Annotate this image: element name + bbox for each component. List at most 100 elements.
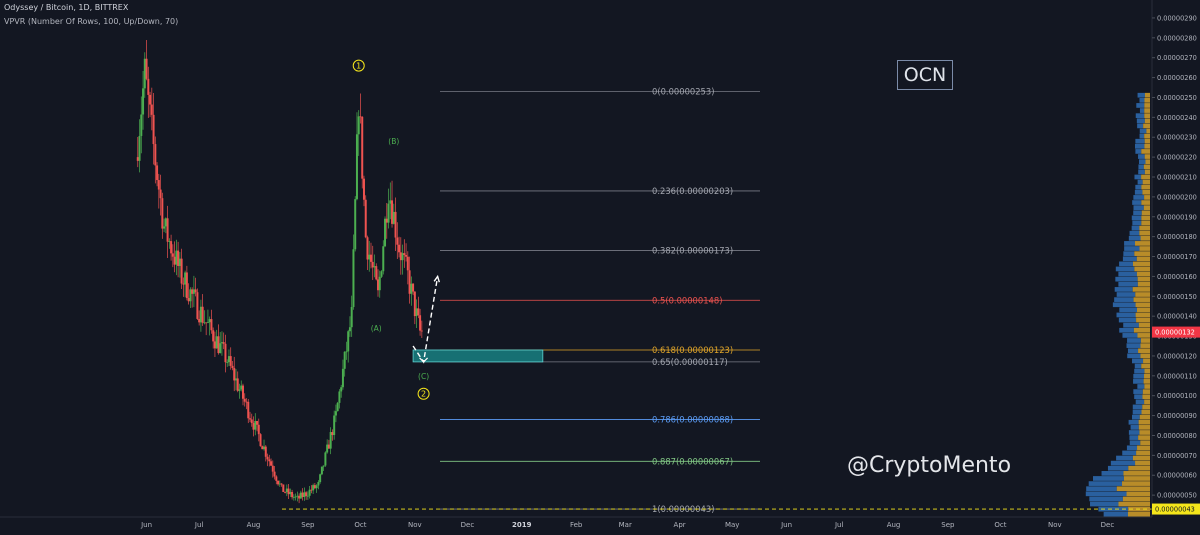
candle-body (198, 318, 201, 323)
volume-profile-down (1144, 103, 1150, 108)
volume-profile-down (1144, 368, 1150, 374)
candle-body (285, 488, 288, 493)
volume-profile-down (1133, 327, 1150, 333)
volume-profile-down (1135, 460, 1150, 466)
volume-profile-up (1122, 450, 1137, 456)
price-tick-label: 0.00000060 (1157, 472, 1197, 480)
symbol-legend[interactable]: Odyssey / Bitcoin, 1D, BITTREX (4, 3, 129, 12)
candle-body (191, 289, 194, 294)
volume-profile-up (1139, 108, 1145, 113)
candle-body (287, 488, 290, 495)
wave-label-circle (352, 59, 365, 72)
volume-profile-up (1132, 414, 1140, 420)
volume-profile-down (1141, 220, 1150, 226)
candle-body (140, 114, 143, 136)
price-tick-label: 0.00000220 (1157, 154, 1197, 162)
volume-profile-up (1124, 246, 1140, 251)
volume-profile-up (1127, 348, 1139, 354)
fib-level-label: 0.5(0.00000148) (652, 295, 722, 305)
volume-profile-down (1139, 246, 1150, 251)
price-tick-label: 0.00000240 (1157, 114, 1197, 122)
volume-profile-down (1144, 384, 1150, 389)
volume-profile-up (1115, 266, 1135, 272)
candle-body (271, 465, 274, 472)
candle-body (138, 135, 141, 161)
candle-body (275, 476, 278, 481)
volume-profile-up (1134, 368, 1145, 374)
time-tick-label: Aug (887, 521, 901, 529)
candle-body (161, 198, 164, 229)
volume-profile-up (1123, 251, 1135, 256)
candle-body (398, 244, 401, 253)
time-tick-label: Nov (1048, 521, 1062, 529)
volume-profile-down (1146, 128, 1150, 134)
candle-body (227, 356, 230, 363)
candle-body (369, 254, 372, 262)
volume-profile-up (1133, 379, 1144, 384)
volume-profile-down (1137, 445, 1150, 451)
candle-body (233, 368, 236, 381)
candle-body (313, 485, 316, 489)
volume-profile-up (1137, 179, 1143, 185)
candle-body (417, 308, 420, 316)
candle-body (410, 283, 413, 294)
fib-level-label: 0.382(0.00000173) (652, 246, 733, 256)
candle-body (136, 157, 139, 161)
candle-body (240, 385, 243, 390)
volume-profile-up (1089, 496, 1123, 502)
candle-body (264, 446, 267, 457)
candle-body (354, 199, 357, 250)
volume-profile-up (1128, 430, 1140, 435)
volume-profile-down (1137, 307, 1150, 313)
candle-body (249, 418, 252, 420)
indicator-legend[interactable]: VPVR (Number Of Rows, 100, Up/Down, 70) (4, 17, 179, 26)
candle-body (306, 495, 309, 497)
volume-profile-down (1142, 394, 1150, 400)
volume-profile-up (1128, 235, 1141, 241)
volume-profile-up (1134, 174, 1142, 180)
candle-body (375, 266, 378, 280)
volume-profile-up (1123, 322, 1139, 328)
projection-mid-arrow (419, 357, 429, 363)
candle-body (352, 249, 355, 308)
wave-label-circle (417, 387, 430, 400)
volume-profile-down (1142, 179, 1150, 185)
candle-body (250, 419, 253, 424)
volume-profile-up (1128, 419, 1139, 425)
candle-body (217, 336, 220, 354)
volume-profile-up (1088, 481, 1123, 486)
volume-profile-down (1140, 338, 1150, 343)
candle-body (219, 343, 222, 354)
volume-profile-up (1115, 276, 1138, 282)
candle-body (355, 134, 358, 200)
volume-profile-up (1118, 271, 1137, 277)
time-tick-label: Feb (570, 521, 583, 529)
volume-profile-up (1119, 327, 1134, 333)
candle-body (194, 289, 197, 293)
candle-body (329, 432, 332, 449)
projection-arrow-head (433, 274, 440, 283)
candle-body (164, 218, 167, 227)
volume-profile-up (1114, 297, 1134, 302)
candle-body (294, 496, 297, 498)
fib-retracement[interactable]: 0(0.00000253) 0.236(0.00000203) 0.382(0.00… (412, 86, 760, 514)
candle-body (224, 343, 227, 363)
volume-profile-down (1139, 430, 1150, 435)
candle-body (163, 226, 166, 229)
volume-profile-down (1144, 143, 1150, 149)
candle-body (142, 88, 145, 115)
time-tick-label: Sep (941, 521, 955, 529)
candle-body (231, 365, 234, 369)
volume-profile-down (1137, 276, 1150, 282)
price-tick-label: 0.00000100 (1157, 392, 1197, 400)
candle-body (156, 165, 159, 181)
volume-profile-down (1143, 164, 1150, 170)
candle-body (303, 492, 306, 498)
candle-body (261, 446, 264, 450)
volume-profile-up (1103, 511, 1128, 517)
candle-body (284, 492, 287, 493)
candle-body (394, 211, 397, 238)
